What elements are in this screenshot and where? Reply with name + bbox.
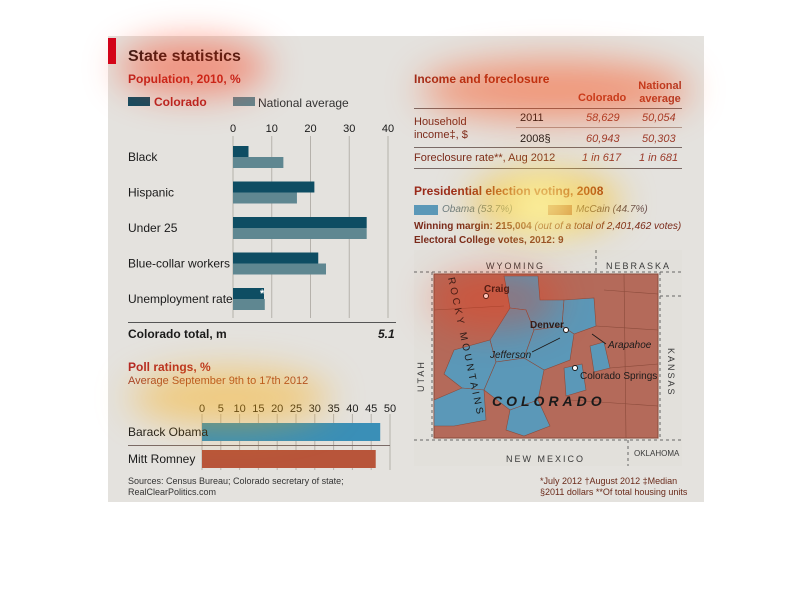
population-total-label: Colorado total, m [128, 327, 227, 341]
income-row-label: Household income‡, $ [414, 116, 468, 141]
map-label-nebraska: NEBRASKA [606, 261, 671, 271]
pop-category-label: Under 25 [128, 221, 178, 235]
income-colorado-2011: 58,629 [586, 112, 620, 124]
pop-tick-label: 30 [343, 123, 355, 135]
poll-tick-label: 15 [252, 403, 264, 415]
city-label-colorado-springs: Colorado Springs [580, 371, 657, 382]
poll-tick-label: 10 [233, 403, 245, 415]
map-label-new-mexico: NEW MEXICO [506, 454, 585, 464]
city-label-arapahoe: Arapahoe [607, 340, 652, 351]
pop-bar-hispanic-national-average [233, 192, 297, 204]
poll-chart: Barack Obama Mitt Romney 0 5 10 15 20 25 30 35 40… [128, 403, 396, 470]
city-dot-colorado-springs [572, 365, 578, 371]
footnote-line-2: §2011 dollars **Of total housing units [540, 487, 688, 497]
footnote-line-1: *July 2012 †August 2012 ‡Median [540, 476, 678, 486]
foreclosure-national: 1 in 681 [639, 152, 679, 164]
pop-bar-black-national-average [233, 157, 284, 168]
winning-margin: Winning margin: 215,004 (out of a total … [414, 221, 681, 232]
legend-label-obama: Obama (53.7%) [442, 204, 513, 215]
population-total-value: 5.1 [378, 327, 395, 341]
map-label-oklahoma: OKLAHOMA [634, 449, 680, 458]
income-year-2008: 2008§ [520, 133, 551, 145]
poll-tick-label: 50 [384, 403, 396, 415]
income-col-colorado: Colorado [578, 92, 627, 104]
poll-tick-label: 45 [365, 403, 377, 415]
population-chart: Black Hispanic Under 25 Blue-collar workers… [128, 123, 394, 318]
income-national-2011: 50,054 [642, 112, 676, 124]
electoral-votes: Electoral College votes, 2012: 9 [414, 235, 564, 246]
poll-category-label: Mitt Romney [128, 452, 195, 466]
income-national-2008: 50,303 [642, 133, 676, 145]
poll-tick-label: 30 [309, 403, 321, 415]
poll-bar-barack-obama [202, 423, 381, 441]
legend-swatch-colorado [128, 97, 150, 106]
pop-category-label: Black [128, 150, 158, 164]
pop-bar-unemployment-rate-national-average [233, 299, 265, 310]
foreclosure-divider [414, 168, 682, 169]
pop-bar-blue-collar-workers-colorado [233, 252, 319, 264]
poll-tick-label: 0 [199, 403, 205, 415]
title-accent [108, 38, 116, 64]
pop-tick-label: 0 [230, 123, 236, 135]
income-divider-top [414, 108, 682, 109]
legend-label-mccain: McCain (44.7%) [576, 204, 648, 215]
sources-line-2: RealClearPolitics.com [128, 487, 217, 497]
poll-tick-label: 25 [290, 403, 302, 415]
poll-tick-label: 20 [271, 403, 283, 415]
pop-bar-blue-collar-workers-national-average [233, 263, 326, 275]
page-title: State statistics [128, 48, 241, 65]
pop-category-label: Blue-collar workers [128, 257, 230, 271]
income-year-2011: 2011 [520, 112, 544, 124]
legend-swatch-obama [414, 205, 438, 215]
winning-margin-label: Winning margin: 215,004 [414, 221, 532, 232]
poll-tick-label: 40 [346, 403, 358, 415]
poll-title: Poll ratings, % [128, 360, 211, 374]
legend-label-national: National average [258, 96, 349, 110]
pop-bar-under-25-colorado [233, 217, 367, 228]
presidential-title: Presidential election voting, 2008 [414, 184, 604, 198]
city-label-craig: Craig [484, 284, 510, 295]
poll-tick-label: 5 [218, 403, 224, 415]
map-label-utah: UTAH [416, 360, 426, 392]
pop-tick-label: 10 [266, 123, 278, 135]
pop-category-label: Hispanic [128, 186, 174, 200]
city-dot-denver [563, 327, 569, 333]
poll-subtitle: Average September 9th to 17th 2012 [128, 375, 309, 387]
legend-label-colorado: Colorado [154, 95, 207, 109]
map-label-wyoming: WYOMING [486, 261, 545, 271]
winning-margin-note: (out of a total of 2,401,462 votes) [534, 221, 682, 232]
city-label-denver: Denver [530, 320, 564, 331]
pop-bar-under-25-national-average [233, 228, 367, 239]
city-label-jefferson: Jefferson [489, 350, 532, 361]
pop-tick-label: 20 [304, 123, 316, 135]
pop-tick-label: 40 [382, 123, 394, 135]
poll-category-label: Barack Obama [128, 425, 208, 439]
foreclosure-colorado: 1 in 617 [582, 152, 622, 164]
legend-swatch-mccain [548, 205, 572, 215]
poll-bar-mitt-romney [202, 450, 376, 468]
colorado-map: WYOMING NEBRASKA UTAH KANSAS NEW MEXICO … [414, 250, 682, 466]
pop-bar-black-colorado [233, 146, 249, 157]
unemployment-asterisk: * [260, 288, 265, 300]
legend-swatch-national [233, 97, 255, 106]
map-label-kansas: KANSAS [666, 348, 676, 397]
income-col-national: National average [638, 80, 682, 105]
city-dot-craig [483, 293, 489, 299]
income-title: Income and foreclosure [414, 72, 550, 86]
pop-bar-hispanic-colorado [233, 181, 315, 193]
sources-line-1: Sources: Census Bureau; Colorado secreta… [128, 476, 344, 486]
income-colorado-2008: 60,943 [586, 133, 620, 145]
map-label-colorado: COLORADO [492, 393, 606, 409]
income-divider-mid [516, 127, 682, 128]
pop-bar-unemployment-rate-colorado [233, 288, 264, 299]
population-title: Population, 2010, % [128, 72, 241, 86]
foreclosure-label: Foreclosure rate**, Aug 2012 [414, 152, 556, 164]
income-divider-bottom [414, 147, 682, 148]
population-divider [128, 322, 396, 323]
poll-tick-label: 35 [327, 403, 339, 415]
pop-category-label: Unemployment rate [128, 292, 233, 306]
